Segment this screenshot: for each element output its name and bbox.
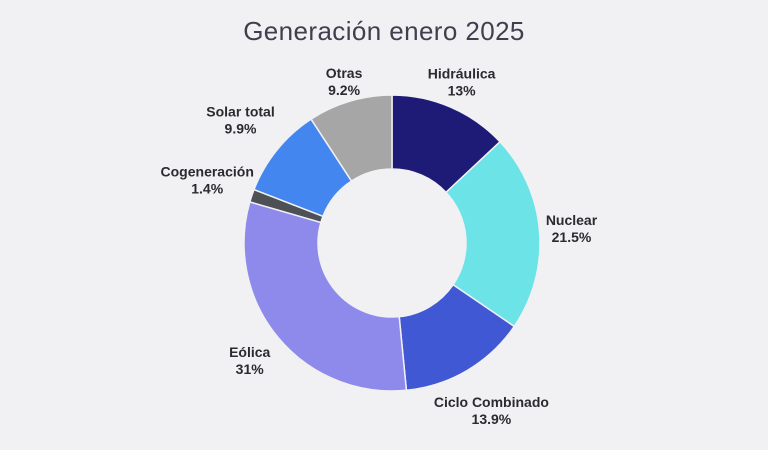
slice-label-solar-total: Solar total 9.9%	[206, 103, 274, 136]
slice-label-ciclo-combinado: Ciclo Combinado 13.9%	[434, 394, 549, 427]
slice-label-otras: Otras 9.2%	[326, 65, 363, 98]
chart-title: Generación enero 2025	[243, 16, 525, 46]
slice-label-cogeneracion: Cogeneración 1.4%	[161, 164, 254, 197]
donut-slice-nuclear	[444, 140, 541, 328]
donut-slice-otras	[310, 94, 393, 183]
slice-label-eolica: Eólica 31%	[229, 344, 270, 377]
donut-slice-eolica	[243, 200, 408, 392]
slice-label-hidraulica: Hidráulica 13%	[428, 65, 496, 98]
slice-label-nuclear: Nuclear 21.5%	[546, 212, 598, 245]
